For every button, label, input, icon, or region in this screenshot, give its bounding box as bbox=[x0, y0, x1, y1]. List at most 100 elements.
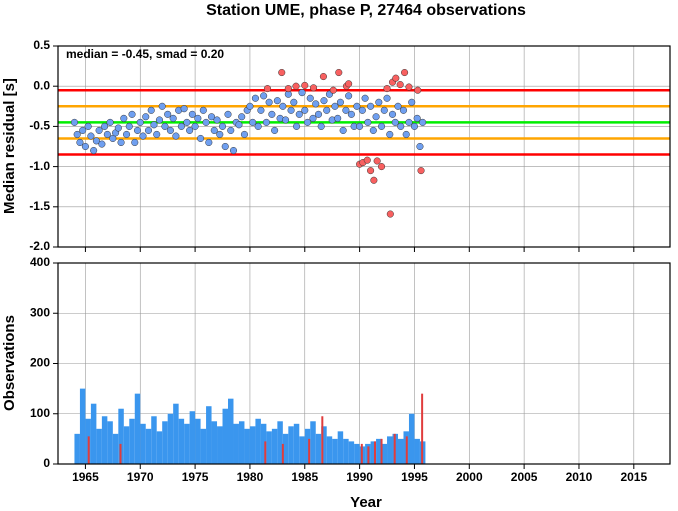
chart-title: Station UME, phase P, 27464 observations bbox=[206, 2, 526, 19]
data-point bbox=[70, 118, 79, 126]
data-point bbox=[109, 134, 117, 143]
y-tick-label: 400 bbox=[30, 255, 50, 269]
bar bbox=[118, 408, 124, 464]
bar bbox=[264, 441, 267, 464]
data-point bbox=[405, 83, 413, 91]
data-point bbox=[312, 100, 320, 108]
data-point bbox=[284, 85, 292, 93]
data-point bbox=[388, 110, 397, 118]
data-point bbox=[303, 118, 312, 126]
data-point bbox=[335, 68, 343, 77]
bar bbox=[348, 441, 355, 464]
data-point bbox=[221, 142, 229, 151]
data-point bbox=[191, 122, 199, 130]
data-point bbox=[386, 130, 394, 138]
bar bbox=[107, 421, 113, 464]
data-point bbox=[397, 122, 405, 130]
data-point bbox=[169, 114, 177, 122]
bar bbox=[282, 433, 289, 464]
bar bbox=[304, 428, 311, 464]
bar bbox=[299, 436, 305, 464]
data-point bbox=[172, 132, 180, 140]
data-point bbox=[205, 138, 213, 147]
bar bbox=[293, 423, 300, 464]
bar bbox=[173, 403, 179, 464]
bar bbox=[244, 428, 250, 464]
data-point bbox=[356, 122, 364, 130]
data-point bbox=[273, 97, 281, 105]
data-point bbox=[240, 130, 249, 138]
data-point bbox=[375, 98, 383, 106]
x-tick-label: 1965 bbox=[72, 470, 99, 484]
data-point bbox=[268, 110, 276, 118]
data-point bbox=[188, 110, 196, 118]
data-point bbox=[342, 106, 350, 114]
data-point bbox=[120, 114, 128, 122]
x-tick-label: 2015 bbox=[620, 470, 647, 484]
bar bbox=[211, 421, 218, 464]
data-point bbox=[317, 122, 325, 130]
data-point bbox=[161, 122, 169, 130]
data-point bbox=[202, 118, 210, 126]
data-point bbox=[229, 146, 238, 155]
data-point bbox=[142, 113, 150, 121]
data-point bbox=[262, 118, 270, 126]
data-point bbox=[367, 167, 375, 175]
data-point bbox=[377, 163, 386, 171]
x-tick-label: 2000 bbox=[456, 470, 483, 484]
bar bbox=[398, 438, 404, 464]
bar bbox=[414, 438, 420, 464]
data-point bbox=[377, 122, 386, 130]
data-point bbox=[410, 122, 419, 130]
y-tick-label: -2.0 bbox=[29, 239, 50, 253]
data-point bbox=[106, 118, 114, 126]
data-point bbox=[238, 113, 246, 121]
data-point bbox=[271, 126, 279, 134]
data-point bbox=[158, 102, 166, 110]
data-point bbox=[391, 118, 399, 126]
data-point bbox=[345, 92, 353, 100]
data-point bbox=[408, 98, 416, 106]
data-point bbox=[405, 118, 413, 126]
y-tick-label: -1.5 bbox=[29, 199, 50, 213]
y-tick-label: 0 bbox=[43, 456, 50, 470]
bar bbox=[288, 426, 294, 464]
bar bbox=[266, 431, 272, 464]
data-point bbox=[402, 130, 410, 138]
bar bbox=[360, 443, 363, 464]
data-point bbox=[334, 114, 342, 122]
bar bbox=[206, 406, 212, 464]
data-point bbox=[227, 126, 235, 134]
bar bbox=[376, 438, 382, 464]
data-point bbox=[394, 102, 402, 110]
data-point bbox=[361, 94, 369, 102]
bar bbox=[271, 428, 278, 464]
annotation: median = -0.45, smad = 0.20 bbox=[66, 47, 224, 61]
plot-frame bbox=[57, 45, 671, 248]
data-point bbox=[90, 146, 98, 155]
data-point bbox=[197, 134, 205, 143]
bar bbox=[281, 443, 284, 464]
bar bbox=[373, 441, 376, 464]
data-point bbox=[309, 84, 318, 92]
bar bbox=[315, 433, 322, 464]
x-tick-label: 1970 bbox=[127, 470, 154, 484]
bar bbox=[321, 426, 327, 464]
data-point bbox=[207, 113, 216, 121]
data-point bbox=[260, 92, 268, 100]
data-point bbox=[263, 85, 272, 93]
bar bbox=[87, 436, 90, 464]
data-point bbox=[417, 167, 425, 175]
bar bbox=[255, 418, 261, 464]
data-point bbox=[133, 126, 142, 134]
bar bbox=[217, 426, 223, 464]
data-point bbox=[87, 132, 95, 140]
bar bbox=[343, 438, 349, 464]
bar bbox=[112, 433, 119, 464]
data-point bbox=[396, 81, 404, 89]
data-point bbox=[320, 97, 328, 105]
data-point bbox=[128, 110, 136, 118]
data-point bbox=[166, 126, 174, 134]
data-point bbox=[401, 68, 409, 77]
bar bbox=[421, 393, 424, 464]
